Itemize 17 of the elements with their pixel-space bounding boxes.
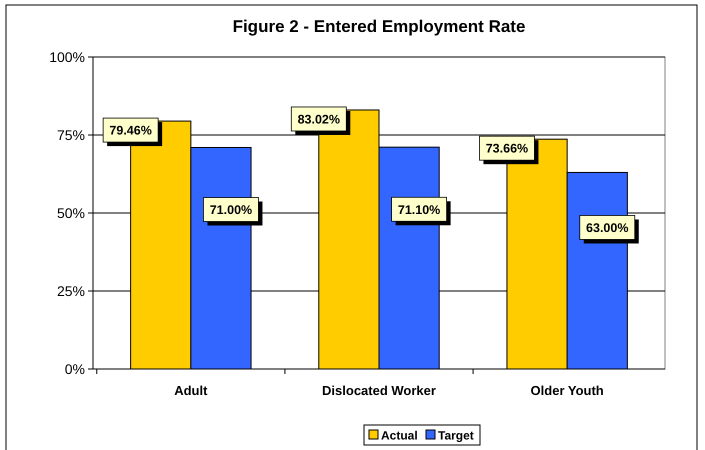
y-tick-label: 100%: [49, 49, 85, 65]
data-label: 71.10%: [398, 202, 440, 217]
legend-label: Target: [438, 428, 474, 442]
data-label: 71.00%: [210, 203, 252, 218]
y-tick-label: 25%: [56, 283, 85, 299]
chart-title: Figure 2 - Entered Employment Rate: [232, 17, 526, 36]
y-tick-label: 75%: [56, 127, 85, 143]
data-label: 73.66%: [486, 142, 528, 156]
x-tick-label: Older Youth: [530, 383, 604, 398]
data-label: 63.00%: [586, 220, 628, 235]
legend-label: Actual: [381, 428, 418, 442]
x-tick-label: Adult: [174, 383, 208, 398]
y-tick-label: 50%: [56, 205, 85, 221]
data-label: 79.46%: [109, 124, 152, 138]
y-tick-label: 0%: [64, 361, 85, 377]
data-label: 83.02%: [298, 112, 340, 126]
x-tick-label: Dislocated Worker: [322, 383, 436, 398]
